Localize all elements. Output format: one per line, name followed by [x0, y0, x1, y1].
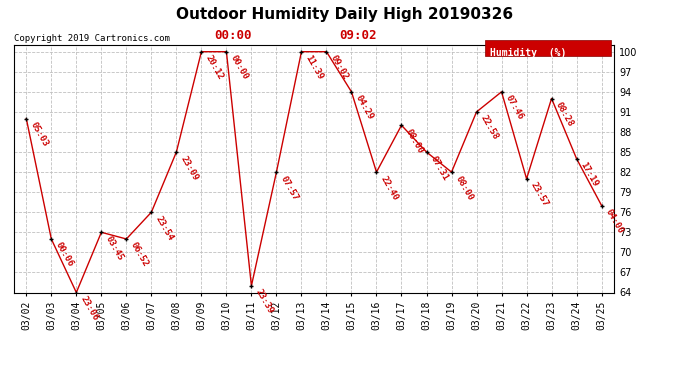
Point: [271, 169, 282, 175]
Text: Humidity  (%): Humidity (%): [490, 48, 566, 58]
Text: Copyright 2019 Cartronics.com: Copyright 2019 Cartronics.com: [14, 33, 170, 42]
Text: 08:00: 08:00: [453, 174, 475, 202]
Text: 06:52: 06:52: [128, 241, 150, 269]
Point: [321, 49, 332, 55]
Point: [471, 109, 482, 115]
Text: 03:45: 03:45: [104, 234, 125, 262]
Point: [146, 209, 157, 215]
Text: 22:58: 22:58: [479, 114, 500, 142]
Text: 23:06: 23:06: [79, 294, 99, 322]
Text: 04:29: 04:29: [353, 94, 375, 122]
Point: [221, 49, 232, 55]
Point: [246, 283, 257, 289]
Text: 07:57: 07:57: [279, 174, 299, 202]
Text: 11:39: 11:39: [304, 54, 325, 81]
Point: [171, 149, 182, 155]
Text: 04:00: 04:00: [604, 207, 625, 236]
Point: [546, 96, 557, 102]
Point: [196, 49, 207, 55]
Text: 00:00: 00:00: [228, 54, 250, 81]
Text: 05:03: 05:03: [28, 121, 50, 148]
Point: [446, 169, 457, 175]
Point: [521, 176, 532, 182]
Text: 00:06: 00:06: [53, 241, 75, 269]
Point: [296, 49, 307, 55]
Point: [596, 202, 607, 208]
Point: [421, 149, 432, 155]
Point: [571, 156, 582, 162]
Text: 07:31: 07:31: [428, 154, 450, 182]
Text: 20:12: 20:12: [204, 54, 225, 81]
FancyBboxPatch shape: [485, 40, 611, 56]
Point: [21, 116, 32, 122]
Text: 08:00: 08:00: [404, 127, 425, 155]
Point: [121, 236, 132, 242]
Text: 17:19: 17:19: [579, 161, 600, 189]
Text: 09:02: 09:02: [328, 54, 350, 81]
Text: 00:00: 00:00: [214, 28, 251, 42]
Text: 22:40: 22:40: [379, 174, 400, 202]
Text: 08:28: 08:28: [553, 100, 575, 128]
Point: [496, 89, 507, 95]
Point: [46, 236, 57, 242]
Text: 23:57: 23:57: [529, 181, 550, 209]
Point: [71, 290, 82, 296]
Text: 23:39: 23:39: [253, 288, 275, 316]
Text: 23:54: 23:54: [153, 214, 175, 242]
Point: [96, 229, 107, 235]
Point: [346, 89, 357, 95]
Text: Outdoor Humidity Daily High 20190326: Outdoor Humidity Daily High 20190326: [177, 8, 513, 22]
Point: [371, 169, 382, 175]
Text: 07:46: 07:46: [504, 94, 525, 122]
Text: 09:02: 09:02: [339, 28, 377, 42]
Text: 23:09: 23:09: [179, 154, 199, 182]
Point: [396, 122, 407, 128]
